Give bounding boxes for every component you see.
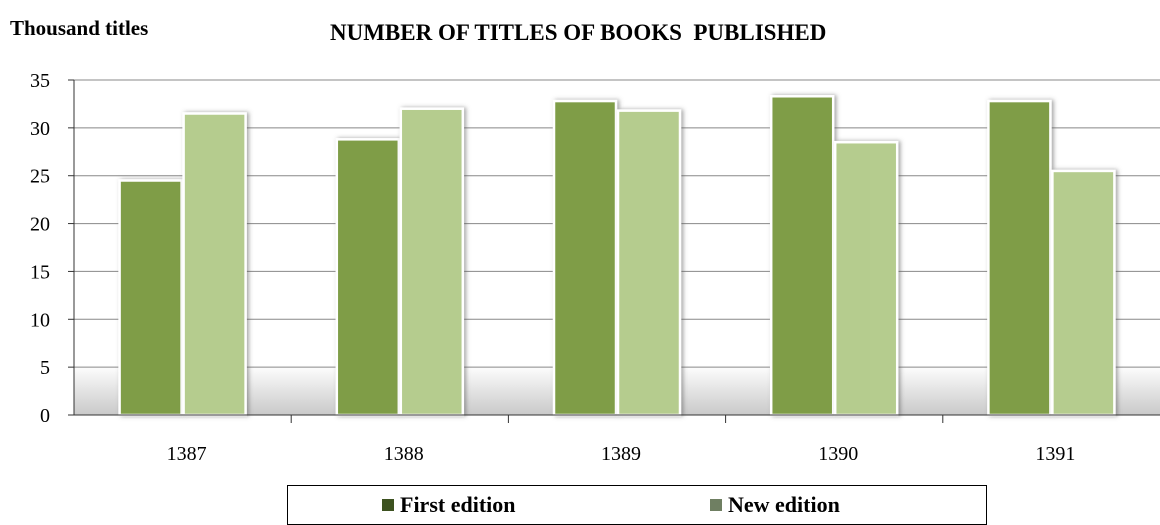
bar-new-edition: [1051, 169, 1116, 417]
bar-chart: 0 5 10 15 20 25 30 35 1387 1388 1389 1390 1391: [30, 70, 1160, 465]
bar-first-edition: [335, 138, 401, 417]
bars: [118, 95, 1116, 417]
y-tick-label: 30: [30, 118, 50, 140]
x-tick-label: 1389: [601, 443, 641, 465]
legend: First edition New edition: [287, 485, 987, 525]
y-tick-label: 15: [30, 261, 50, 283]
bar-new-edition: [182, 112, 247, 417]
axes: 0 5 10 15 20 25 30 35 1387 1388 1389 1390 1391: [30, 70, 1160, 465]
bar-first-edition: [552, 99, 618, 417]
y-tick-label: 20: [30, 214, 50, 236]
y-tick-label: 0: [40, 405, 50, 427]
bar-new-edition: [399, 107, 465, 417]
y-axis-unit-label: Thousand titles: [10, 16, 149, 40]
bar-new-edition: [833, 140, 899, 417]
legend-label-new-edition: New edition: [728, 492, 840, 517]
x-tick-label: 1390: [818, 443, 858, 465]
bar-first-edition: [118, 179, 183, 417]
y-tick-label: 35: [30, 70, 50, 92]
y-tick-label: 5: [40, 357, 50, 379]
legend-item-new-edition: New edition: [710, 492, 840, 518]
y-tick-label: 25: [30, 166, 50, 188]
legend-label-first-edition: First edition: [400, 492, 516, 517]
bar-first-edition: [769, 95, 835, 417]
x-tick-label: 1388: [384, 443, 424, 465]
x-tick-label: 1387: [167, 443, 207, 465]
chart-title: NUMBER OF TITLES OF BOOKS PUBLISHED: [330, 20, 827, 45]
bar-new-edition: [616, 109, 682, 417]
x-tick-label: 1391: [1035, 443, 1075, 465]
legend-swatch-new-edition: [710, 499, 722, 511]
legend-item-first-edition: First edition: [382, 492, 516, 518]
bar-first-edition: [987, 99, 1052, 417]
y-tick-label: 10: [30, 309, 50, 331]
legend-swatch-first-edition: [382, 499, 394, 511]
